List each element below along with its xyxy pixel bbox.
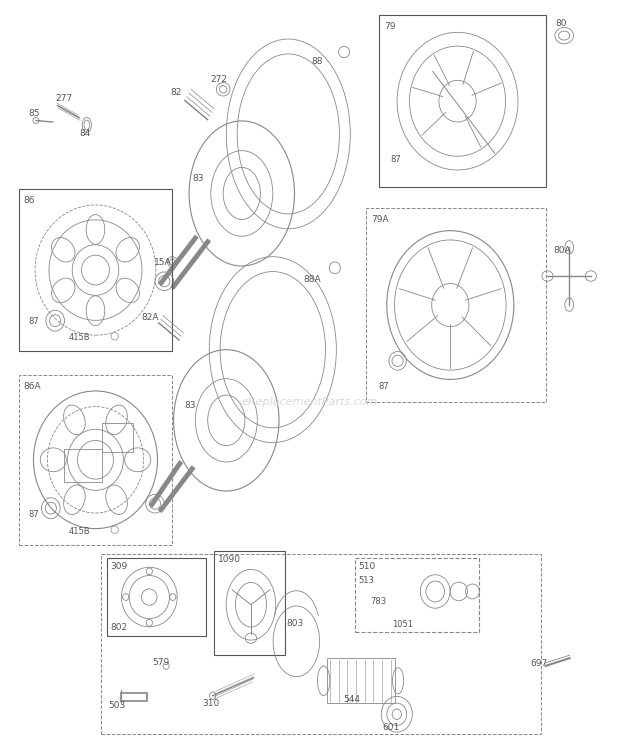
Bar: [327, 658, 395, 703]
Bar: [355, 558, 479, 632]
Text: 783: 783: [370, 597, 386, 606]
Text: 83: 83: [184, 401, 196, 410]
Bar: [19, 375, 172, 545]
Text: 85: 85: [28, 109, 40, 118]
Text: 272: 272: [211, 75, 228, 84]
Text: 83: 83: [192, 174, 204, 183]
Text: 88: 88: [311, 57, 323, 65]
Text: 88A: 88A: [304, 275, 321, 283]
Text: 1051: 1051: [392, 620, 413, 629]
Text: 15A: 15A: [154, 258, 171, 267]
Text: 802: 802: [110, 623, 128, 632]
Bar: [101, 554, 541, 734]
Text: 544: 544: [343, 695, 360, 704]
Text: 87: 87: [391, 155, 401, 164]
Text: 79: 79: [384, 22, 396, 31]
Text: 87: 87: [29, 317, 39, 326]
Bar: [102, 423, 133, 452]
Text: 80A: 80A: [553, 246, 570, 255]
Text: 80: 80: [556, 19, 567, 28]
Text: 510: 510: [358, 562, 376, 571]
Text: 87: 87: [378, 382, 389, 391]
Bar: [121, 693, 147, 701]
Text: 82: 82: [170, 88, 181, 97]
Text: 697: 697: [530, 659, 547, 668]
Bar: [214, 551, 285, 655]
Bar: [19, 189, 172, 351]
Text: 601: 601: [382, 723, 399, 732]
Text: 86: 86: [24, 196, 35, 205]
Text: 309: 309: [110, 562, 128, 571]
Text: 803: 803: [286, 619, 304, 628]
Text: 87: 87: [29, 510, 39, 519]
Bar: [107, 558, 206, 636]
Bar: [379, 15, 546, 187]
Text: 84: 84: [79, 129, 91, 138]
Text: 513: 513: [358, 576, 374, 585]
Text: 86A: 86A: [24, 382, 41, 391]
Text: 415B: 415B: [68, 333, 90, 342]
Text: eReplacementParts.com: eReplacementParts.com: [242, 397, 378, 407]
Text: 82A: 82A: [141, 313, 159, 322]
Text: 579: 579: [153, 658, 170, 667]
Text: 277: 277: [56, 94, 73, 103]
Text: 415B: 415B: [68, 527, 90, 536]
Text: 1090: 1090: [218, 555, 241, 564]
Text: 79A: 79A: [371, 215, 388, 224]
Text: 503: 503: [108, 701, 126, 710]
Bar: [366, 208, 546, 402]
Bar: [64, 449, 102, 482]
Text: 310: 310: [203, 699, 220, 708]
